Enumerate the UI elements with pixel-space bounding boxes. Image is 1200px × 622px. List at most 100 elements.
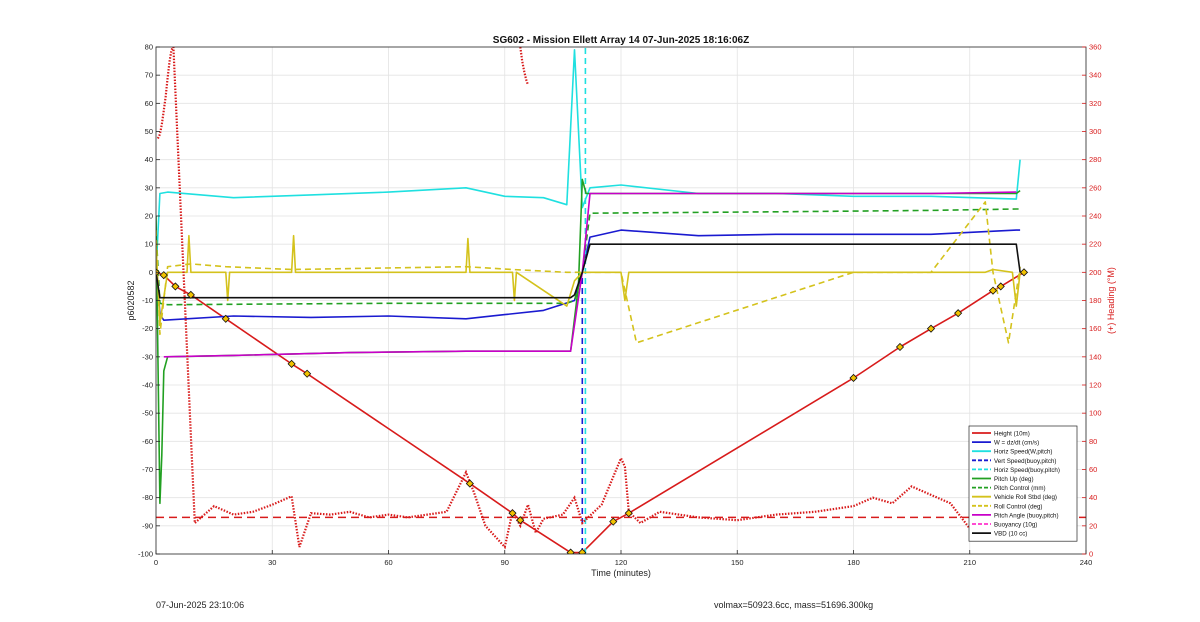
y2-tick-label: 60 — [1089, 465, 1097, 474]
y-tick-label: 30 — [145, 183, 153, 192]
heading-trace-wrap — [519, 47, 530, 86]
y-tick-label: 70 — [145, 71, 153, 80]
series-line-8 — [156, 201, 1021, 344]
y-tick-label: -30 — [142, 352, 153, 361]
y2-tick-label: 0 — [1089, 550, 1093, 559]
y-tick-label: 10 — [145, 240, 153, 249]
height-marker — [287, 359, 296, 368]
height-marker — [508, 509, 517, 518]
legend-box — [968, 425, 1078, 542]
height-marker — [954, 309, 963, 318]
legend-label: Vert Speed(buoy,pitch) — [994, 458, 1056, 465]
legend-label: Pitch Control (mm) — [994, 485, 1046, 492]
legend-label: Horiz Speed(W,pitch) — [994, 449, 1052, 456]
marker-layer — [156, 268, 1029, 554]
x-tick-label: 30 — [268, 558, 276, 567]
x-tick-label: 60 — [384, 558, 392, 567]
legend-label: Horiz Speed(buoy,pitch) — [994, 467, 1060, 474]
legend-label: VBD (10 cc) — [994, 531, 1027, 538]
series-layer — [156, 47, 1086, 554]
y2-tick-label: 340 — [1089, 71, 1102, 80]
y-tick-label: 20 — [145, 212, 153, 221]
height-marker — [624, 509, 633, 518]
chart-title: SG602 - Mission Ellett Array 14 07-Jun-2… — [493, 35, 749, 46]
y2-tick-label: 20 — [1089, 521, 1097, 530]
height-marker — [849, 373, 858, 383]
y2-axis-label: (+) Heading (°M) — [1106, 267, 1116, 334]
height-marker — [578, 548, 587, 554]
height-marker — [303, 369, 312, 378]
heading-trace — [156, 47, 1017, 550]
footer-timestamp: 07-Jun-2025 23:10:06 — [156, 600, 245, 610]
height-marker — [609, 517, 618, 526]
height-marker — [1019, 268, 1029, 277]
y2-tick-label: 40 — [1089, 493, 1097, 502]
height-marker — [171, 282, 180, 291]
x-tick-label: 180 — [847, 558, 860, 567]
y-tick-label: 80 — [145, 43, 153, 52]
y-tick-label: -20 — [142, 324, 153, 333]
height-marker — [465, 479, 474, 488]
y2-tick-label: 200 — [1089, 268, 1102, 277]
legend-label: Roll Control (deg) — [994, 503, 1043, 510]
y2-tick-label: 100 — [1089, 409, 1102, 418]
y2-tick-label: 240 — [1089, 212, 1102, 221]
y2-tick-label: 140 — [1089, 352, 1102, 361]
legend-label: Pitch Up (deg) — [994, 476, 1034, 483]
footer-mass-info: volmax=50923.6cc, mass=51696.300kg — [714, 600, 874, 610]
y2-tick-label: 360 — [1089, 43, 1102, 52]
y-tick-label: -90 — [142, 521, 153, 530]
series-line-2 — [156, 48, 1021, 273]
y-tick-label: 60 — [145, 99, 153, 108]
legend: Height (10m) W = dz/dt (cm/s) Horiz Speed(… — [968, 425, 1078, 542]
y-tick-label: -50 — [142, 409, 153, 418]
y2-tick-label: 180 — [1089, 296, 1102, 305]
y-axis-label: p6020582 — [126, 280, 136, 320]
x-tick-label: 90 — [501, 558, 509, 567]
legend-label: Height (10m) — [994, 431, 1030, 438]
x-tick-label: 210 — [963, 558, 976, 567]
y2-tick-label: 160 — [1089, 324, 1102, 333]
x-axis-label: Time (minutes) — [591, 568, 651, 578]
x-tick-label: 0 — [154, 558, 158, 567]
height-marker — [566, 548, 575, 554]
y2-tick-label: 220 — [1089, 240, 1102, 249]
y2-tick-label: 320 — [1089, 99, 1102, 108]
y-tick-label: -100 — [138, 550, 153, 559]
height-marker — [926, 324, 936, 333]
y2-tick-label: 280 — [1089, 155, 1102, 164]
y-tick-label: -40 — [142, 381, 153, 390]
y-tick-label: -70 — [142, 465, 153, 474]
height-marker — [159, 271, 168, 280]
series-line-1 — [156, 229, 1021, 322]
legend-label: Pitch Angle (buoy,pitch) — [994, 512, 1059, 519]
series-line-11 — [156, 243, 1021, 299]
height-marker — [988, 286, 998, 295]
legend-label: Buoyancy (10g) — [994, 522, 1037, 529]
series-line-7 — [156, 234, 1021, 324]
y-tick-label: 0 — [149, 268, 153, 277]
legend-label: Vehicle Roll Stbd (deg) — [994, 494, 1057, 501]
axes: 0 30 60 90 120 150 180 210 240-100-90-80-70-60-5… — [138, 43, 1102, 568]
legend-label: W = dz/dt (cm/s) — [994, 440, 1039, 447]
height-marker — [221, 314, 230, 323]
height-marker — [895, 342, 905, 352]
y-tick-label: -80 — [142, 493, 153, 502]
height-marker — [516, 516, 525, 525]
y2-tick-label: 120 — [1089, 381, 1102, 390]
height-marker — [996, 282, 1005, 291]
y-tick-label: 40 — [145, 155, 153, 164]
y-tick-label: 50 — [145, 127, 153, 136]
x-tick-label: 240 — [1080, 558, 1093, 567]
y-tick-label: -10 — [142, 296, 153, 305]
height-marker — [186, 290, 195, 299]
x-tick-label: 120 — [615, 558, 628, 567]
y-tick-label: -60 — [142, 437, 153, 446]
series-line-9 — [163, 191, 1017, 358]
x-tick-label: 150 — [731, 558, 744, 567]
y2-tick-label: 260 — [1089, 183, 1102, 192]
y2-tick-label: 80 — [1089, 437, 1097, 446]
y2-tick-label: 300 — [1089, 127, 1102, 136]
series-line-6 — [156, 208, 1021, 306]
